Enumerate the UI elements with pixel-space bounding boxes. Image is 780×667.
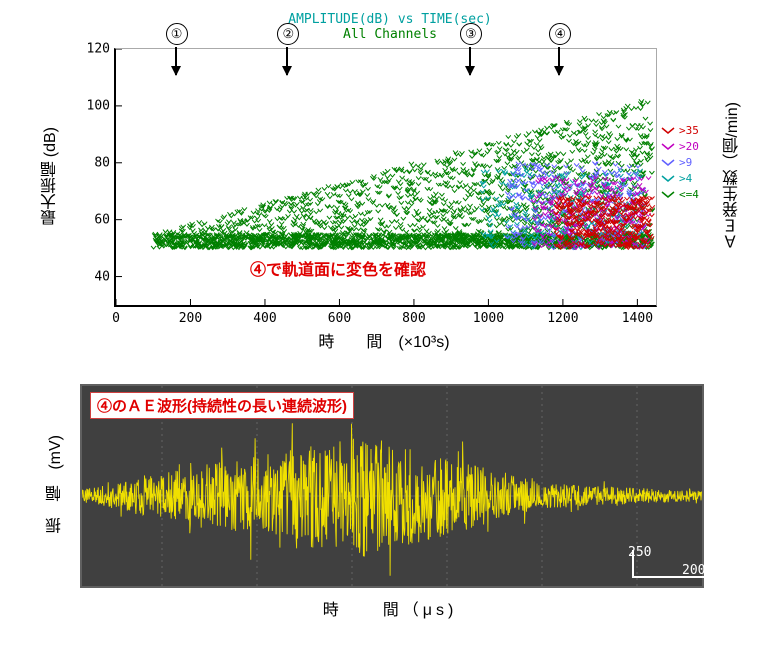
x-tick-label: 1200 — [547, 311, 578, 326]
legend-item: >4 — [660, 170, 699, 186]
x-tick-label: 1000 — [473, 311, 504, 326]
y-tick-label: 100 — [87, 98, 110, 113]
y-tick-label: 60 — [94, 212, 110, 227]
x-tick-label: 800 — [402, 311, 425, 326]
event-marker: ③ — [460, 23, 482, 45]
color-legend: >35>20>9>4<=4 — [660, 122, 699, 202]
x-tick-label: 400 — [253, 311, 276, 326]
amplitude-vs-time-chart: AMPLITUDE(dB) vs TIME(sec) All Channels … — [30, 12, 750, 362]
chart-title: AMPLITUDE(dB) vs TIME(sec) — [30, 12, 750, 27]
legend-item: >20 — [660, 138, 699, 154]
arrow-icon — [469, 47, 471, 75]
legend-item: >35 — [660, 122, 699, 138]
x-tick-label: 200 — [179, 311, 202, 326]
waveform-title: ④のＡＥ波形(持続性の長い連続波形) — [90, 392, 354, 419]
legend-item: <=4 — [660, 186, 699, 202]
event-marker: ④ — [549, 23, 571, 45]
y-axis-label-right: ＡＥ発生数（個/min) — [718, 48, 748, 304]
waveform-y-axis-label: 振 幅 (mV) — [36, 384, 76, 584]
annotation-text: ④で軌道面に変色を確認 — [250, 256, 426, 280]
chart-subtitle: All Channels — [30, 27, 750, 42]
legend-item: >9 — [660, 154, 699, 170]
waveform-plot-area: ④のＡＥ波形(持続性の長い連続波形) 250 200 — [80, 384, 704, 588]
y-tick-label: 40 — [94, 269, 110, 284]
event-marker: ① — [166, 23, 188, 45]
x-tick-label: 600 — [328, 311, 351, 326]
arrow-icon — [558, 47, 560, 75]
ae-waveform-chart: 振 幅 (mV) ④のＡＥ波形(持続性の長い連続波形) 250 200 時 間（… — [80, 384, 700, 620]
x-tick-label: 0 — [112, 311, 120, 326]
arrow-icon — [175, 47, 177, 75]
y-axis-label-left: 最大振幅 (dB) — [36, 48, 66, 304]
waveform-x-axis-label: 時 間（μs) — [80, 596, 700, 620]
y-tick-label: 120 — [87, 42, 110, 57]
arrow-icon — [286, 47, 288, 75]
x-axis-label: 時 間 (×10³s) — [114, 328, 654, 352]
x-tick-label: 1400 — [622, 311, 653, 326]
y-tick-label: 80 — [94, 155, 110, 170]
